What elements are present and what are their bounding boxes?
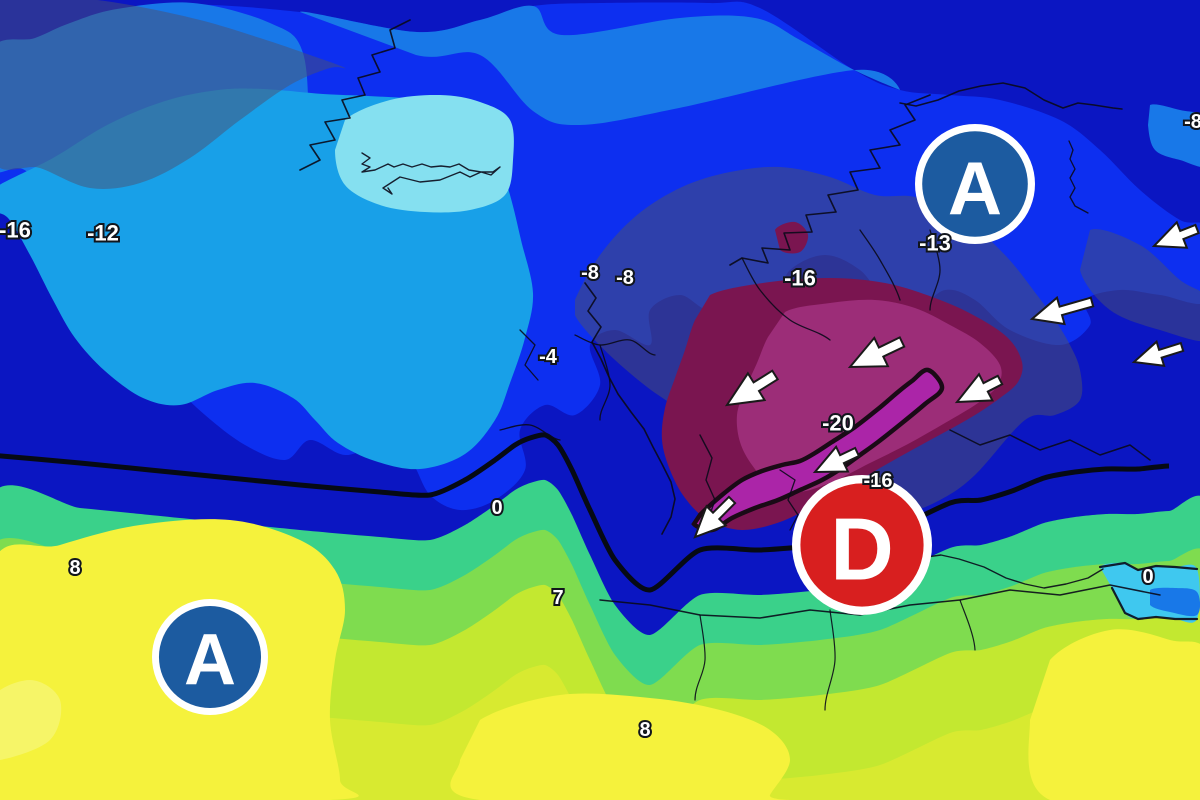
svg-text:-12: -12 (87, 221, 119, 246)
svg-text:-16: -16 (864, 470, 893, 492)
svg-text:-4: -4 (539, 346, 558, 368)
svg-text:-16: -16 (0, 218, 31, 243)
svg-text:-8: -8 (581, 262, 599, 284)
svg-text:0: 0 (491, 497, 502, 519)
svg-text:-16: -16 (784, 266, 816, 291)
svg-text:0: 0 (1142, 566, 1153, 588)
svg-text:A: A (184, 620, 236, 700)
svg-text:-13: -13 (919, 231, 951, 256)
svg-text:-8: -8 (616, 267, 634, 289)
svg-text:8: 8 (639, 719, 650, 741)
svg-text:-20: -20 (822, 411, 854, 436)
svg-text:7: 7 (552, 587, 563, 609)
svg-text:D: D (830, 500, 894, 599)
svg-text:A: A (948, 146, 1002, 230)
svg-text:-8: -8 (1184, 111, 1200, 133)
svg-text:8: 8 (69, 557, 80, 579)
